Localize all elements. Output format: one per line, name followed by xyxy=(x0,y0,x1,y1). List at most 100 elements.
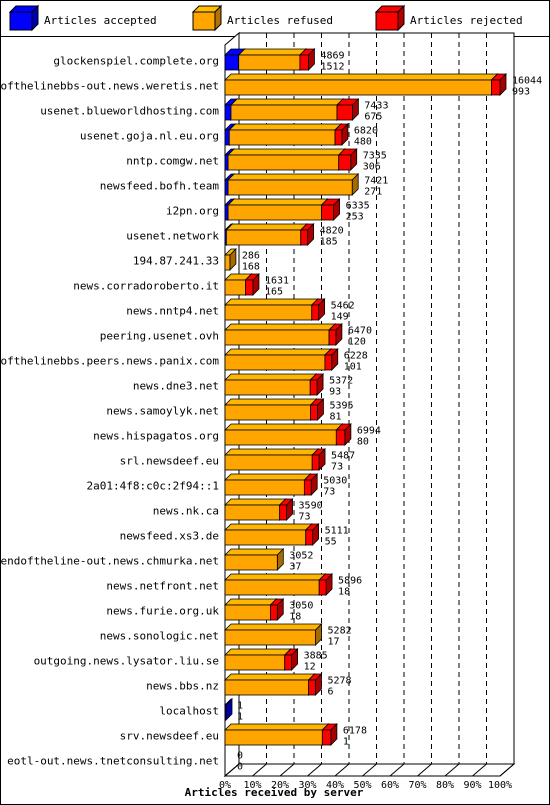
tick-mark xyxy=(307,763,322,777)
category-label: usenet.goja.nl.eu.org xyxy=(80,130,219,143)
legend: Articles accepted Articles refused Artic… xyxy=(8,4,523,32)
category-label: newsfeed.bofh.team xyxy=(100,180,220,193)
value-label-total: 0 xyxy=(237,751,243,762)
bar-segment xyxy=(311,448,327,471)
category-label: news.hispagatos.org xyxy=(93,430,219,443)
bar-segment xyxy=(244,273,260,296)
value-label-total: 16044 xyxy=(512,76,542,87)
category-label: news.netfront.net xyxy=(106,580,219,593)
category-label: outgoing.news.lysator.liu.se xyxy=(34,655,219,668)
value-label-secondary: 73 xyxy=(323,487,335,498)
bar-segment xyxy=(230,98,344,121)
bar-segment xyxy=(278,498,294,521)
value-label-secondary: 1 xyxy=(237,712,243,723)
bar-segment xyxy=(224,348,332,371)
x-axis-title: Articles received by server xyxy=(185,786,364,799)
bar-segment xyxy=(227,148,346,171)
value-label-secondary: 168 xyxy=(242,262,260,273)
value-label-secondary: 12 xyxy=(304,662,316,673)
value-label-total: 7433 xyxy=(364,101,388,112)
bar-segment xyxy=(299,223,315,246)
value-label-secondary: 81 xyxy=(329,412,341,423)
category-label: endoftheline-out.news.chmurka.net xyxy=(0,555,219,568)
bar-segment xyxy=(224,398,318,421)
category-label: usenet.network xyxy=(126,230,219,243)
bar-segment xyxy=(224,698,233,721)
bar-segment xyxy=(320,198,341,221)
x-tick-label: 20% xyxy=(271,780,289,791)
value-label-secondary: 73 xyxy=(299,512,311,523)
value-label-total: 7421 xyxy=(364,176,388,187)
bar-segment xyxy=(224,723,330,746)
bar-segment xyxy=(224,673,316,696)
value-label-total: 6470 xyxy=(348,326,372,337)
bar-segment xyxy=(224,73,499,96)
value-label-secondary: 1 xyxy=(343,737,349,748)
category-label: localhost xyxy=(159,705,219,718)
tick-mark xyxy=(417,763,432,777)
bar-segment xyxy=(224,473,312,496)
value-label-secondary: 0 xyxy=(237,762,243,773)
bar-segment xyxy=(304,523,320,546)
legend-label-accepted: Articles accepted xyxy=(44,14,157,27)
value-label-secondary: 480 xyxy=(354,137,372,148)
value-label-secondary: 73 xyxy=(331,462,343,473)
bar-segment xyxy=(337,148,358,171)
bar-segment xyxy=(224,523,313,546)
value-label-secondary: 18 xyxy=(289,612,301,623)
legend-item-rejected: Articles rejected xyxy=(374,4,523,32)
value-label-secondary: 17 xyxy=(328,637,340,648)
category-label: 2a01:4f8:c0c:2f94::1 xyxy=(87,480,219,493)
bar-segment xyxy=(224,498,287,521)
category-label: srv.newsdeef.eu xyxy=(120,730,219,743)
bar-segment xyxy=(224,298,319,321)
category-label: srl.newsdeef.eu xyxy=(120,455,219,468)
value-label-total: 5487 xyxy=(331,451,355,462)
tick-mark xyxy=(472,763,487,777)
bar-segment xyxy=(224,623,323,646)
value-label-total: 3590 xyxy=(299,501,323,512)
value-label-total: 5372 xyxy=(329,376,353,387)
bar-segment xyxy=(309,373,325,396)
legend-swatch-refused xyxy=(191,4,223,32)
value-label-secondary: 80 xyxy=(357,437,369,448)
bar-segment xyxy=(227,198,329,221)
value-label-secondary: 37 xyxy=(289,562,301,573)
value-label-secondary: 1512 xyxy=(320,62,344,73)
category-label: news.sonologic.net xyxy=(100,630,219,643)
category-label: i2pn.org xyxy=(166,205,219,218)
bar-segment xyxy=(224,648,292,671)
x-tick-label: 70% xyxy=(408,780,426,791)
value-label-total: 1 xyxy=(237,701,243,712)
bar-segment xyxy=(334,123,349,146)
bar-segment xyxy=(225,223,308,246)
tick-mark xyxy=(362,763,377,777)
tick-mark xyxy=(224,763,240,777)
bar-segment xyxy=(227,173,360,196)
value-label-total: 5896 xyxy=(338,576,362,587)
bar-segment xyxy=(321,723,338,746)
value-label-secondary: 306 xyxy=(363,162,381,173)
category-label: news.bbs.nz xyxy=(146,680,219,693)
value-label-total: 5111 xyxy=(325,526,349,537)
bar-segment xyxy=(298,48,316,71)
bar-segment xyxy=(323,348,339,371)
tick-mark xyxy=(252,763,267,777)
value-label-total: 6335 xyxy=(346,201,370,212)
category-label: news.samoylyk.net xyxy=(106,405,219,418)
bar-segment xyxy=(307,673,323,696)
bar-segment xyxy=(224,448,320,471)
value-label-secondary: 185 xyxy=(320,237,338,248)
bar-segment xyxy=(224,323,337,346)
bar-segment xyxy=(224,573,327,596)
value-label-secondary: 18 xyxy=(338,587,350,598)
category-label: news.nntp4.net xyxy=(126,305,219,318)
value-label-secondary: 165 xyxy=(265,287,283,298)
bar-segment xyxy=(224,373,318,396)
bar-segment xyxy=(336,98,360,121)
value-label-total: 6228 xyxy=(344,351,368,362)
tick-mark xyxy=(334,763,350,777)
chart-labels: 0% 10% 20% 30% 40% 50% 60% 70% 80% 90% 100% glocken… xyxy=(0,51,542,792)
bar-segment xyxy=(237,48,307,71)
